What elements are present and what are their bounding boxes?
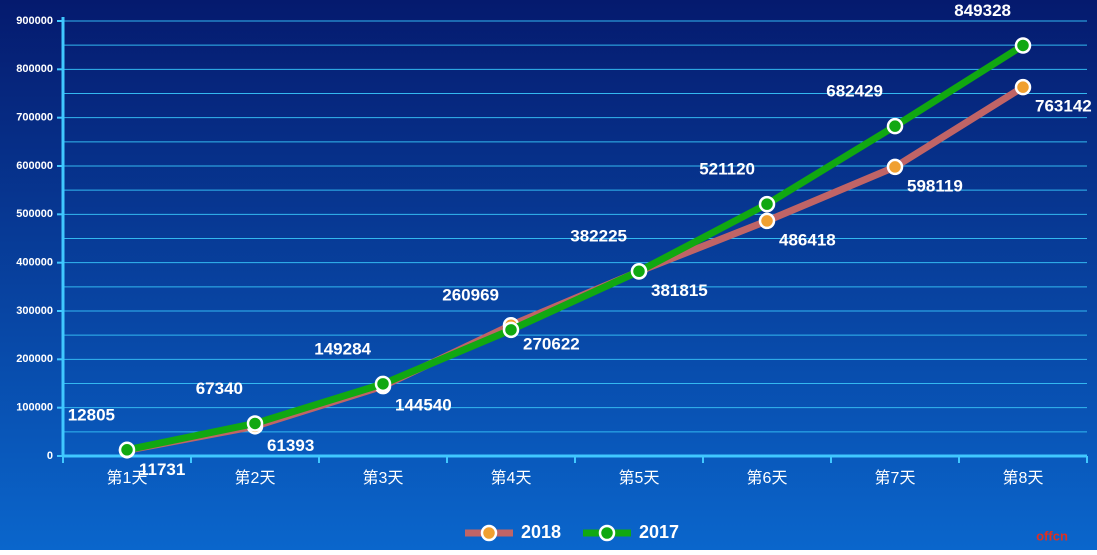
- data-label: 11731: [139, 460, 185, 479]
- x-tick-label: 第6天: [747, 469, 788, 487]
- data-label: 67340: [196, 379, 243, 398]
- legend-label: 2018: [521, 522, 561, 542]
- marker: [758, 212, 776, 230]
- y-tick-label: 100000: [16, 402, 53, 414]
- y-tick-label: 300000: [16, 305, 53, 317]
- x-tick-label: 第7天: [875, 469, 916, 487]
- legend-marker: [480, 524, 498, 542]
- data-label: 381815: [651, 281, 708, 300]
- data-label: 61393: [267, 436, 314, 455]
- x-tick-label: 第4天: [491, 469, 532, 487]
- y-tick-label: 800000: [16, 63, 53, 75]
- marker: [630, 263, 648, 280]
- marker: [374, 375, 392, 393]
- series-line: [126, 42, 1025, 454]
- data-label: 763142: [1035, 97, 1092, 116]
- marker: [1014, 78, 1032, 96]
- data-label: 598119: [907, 176, 963, 195]
- data-label: 682429: [826, 82, 883, 101]
- marker: [246, 415, 264, 432]
- y-tick-label: 500000: [16, 208, 53, 220]
- watermark: offcn: [1036, 528, 1068, 543]
- data-label: 12805: [68, 405, 115, 424]
- data-label: 270622: [523, 335, 580, 354]
- marker: [1014, 37, 1032, 54]
- data-label: 149284: [314, 339, 371, 358]
- marker: [886, 158, 904, 176]
- y-tick-label: 900000: [16, 15, 53, 27]
- x-tick-label: 第2天: [235, 469, 276, 487]
- x-tick-label: 第1天: [107, 469, 148, 487]
- legend-marker: [598, 524, 616, 542]
- data-label: 144540: [395, 396, 452, 415]
- x-tick-label: 第3天: [363, 469, 404, 487]
- y-tick-label: 700000: [16, 112, 53, 124]
- y-tick-label: 0: [47, 450, 53, 462]
- legend-label: 2017: [639, 522, 679, 542]
- y-tick-label: 400000: [16, 257, 53, 269]
- y-tick-label: 200000: [16, 353, 53, 365]
- data-label: 486418: [779, 230, 836, 249]
- x-tick-label: 第8天: [1003, 469, 1044, 487]
- marker: [886, 117, 904, 135]
- marker: [758, 195, 776, 213]
- y-tick-label: 600000: [16, 160, 53, 172]
- data-label: 382225: [570, 227, 627, 246]
- data-label: 521120: [699, 160, 755, 179]
- x-tick-label: 第5天: [619, 469, 660, 487]
- data-label: 260969: [442, 285, 499, 304]
- marker: [118, 441, 136, 459]
- data-label: 849328: [954, 1, 1011, 20]
- marker: [502, 321, 520, 339]
